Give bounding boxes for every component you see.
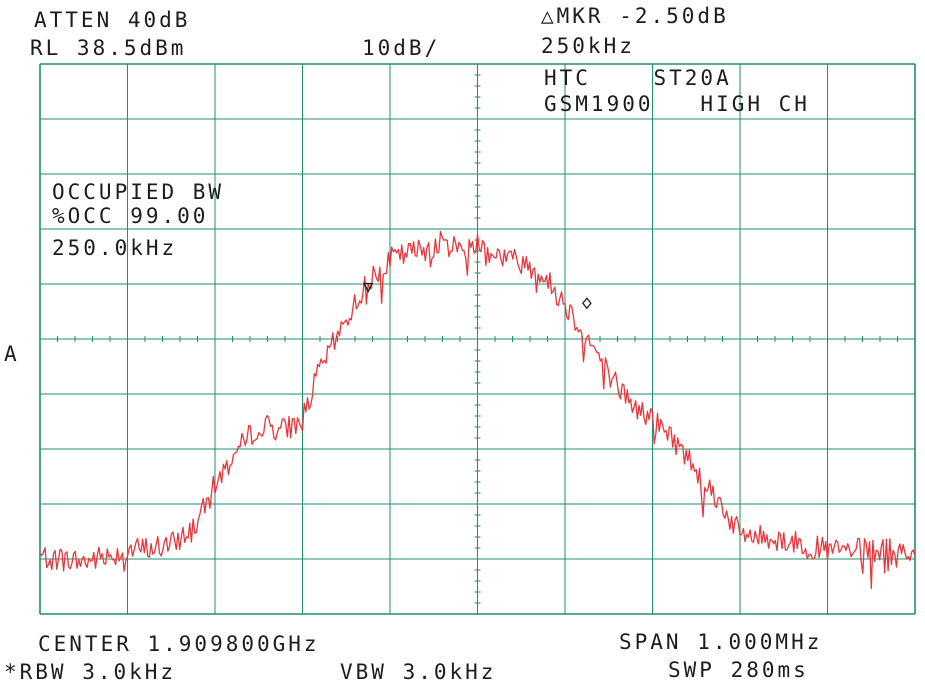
marker-triangle: [363, 282, 374, 293]
device-label: HTC ST20A: [544, 66, 732, 90]
vbw-label: VBW 3.0kHz: [340, 660, 497, 684]
occupied-bw-title: OCCUPIED BW: [52, 180, 225, 204]
center-frequency-label: CENTER 1.909800GHz: [38, 632, 320, 656]
occupied-bandwidth-value: 250.0kHz: [52, 236, 178, 260]
trace-id-label: A: [4, 342, 20, 366]
rbw-label: *RBW 3.0kHz: [4, 660, 177, 684]
marker-delta-label: △MKR -2.50dB: [541, 4, 729, 28]
span-label: SPAN 1.000MHz: [619, 630, 823, 654]
scale-label: 10dB/: [362, 36, 441, 60]
sweep-time-label: SWP 280ms: [668, 658, 809, 682]
marker-freq-label: 250kHz: [541, 34, 635, 58]
marker-diamond: [582, 297, 592, 310]
band-label: GSM1900 HIGH CH: [544, 92, 810, 116]
spectrum-trace: [39, 230, 916, 590]
markers: [363, 282, 592, 310]
atten-label: ATTEN 40dB: [34, 8, 191, 32]
ref-level-label: RL 38.5dBm: [30, 36, 187, 60]
occupied-percent: %OCC 99.00: [52, 204, 209, 228]
graticule: [39, 63, 916, 615]
